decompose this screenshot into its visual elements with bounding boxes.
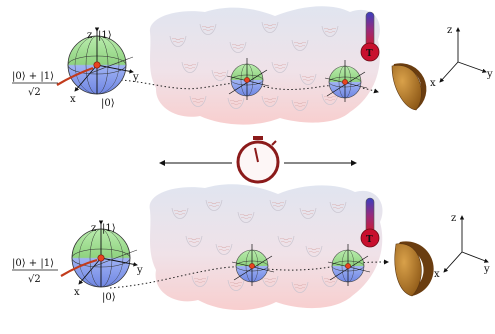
detector-icon [391, 63, 427, 111]
frame-z-label: z [447, 25, 452, 36]
frame-z-label: z [451, 213, 456, 224]
axis-z-label: z [87, 30, 92, 41]
coordinate-frame [443, 215, 489, 273]
ket-zero-label: |0⟩ [102, 292, 116, 303]
stopwatch-icon [236, 136, 280, 184]
panel-bottom: z |1⟩ y x |0⟩ |0⟩ + |1⟩ √2 T z y x [12, 184, 490, 311]
environment-region [149, 6, 380, 125]
axis-z-label: z [91, 223, 96, 234]
state-denominator: √2 [28, 87, 41, 98]
bloch-sphere [60, 220, 138, 288]
state-numerator: |0⟩ + |1⟩ [12, 258, 54, 269]
ket-one-label: |1⟩ [102, 223, 116, 234]
state-numerator: |0⟩ + |1⟩ [12, 71, 54, 82]
coordinate-frame [439, 27, 487, 83]
ket-one-label: |1⟩ [98, 30, 112, 41]
panel-top: z |1⟩ y x |0⟩ |0⟩ + |1⟩ √2 T z y x [12, 6, 493, 125]
axis-y-label: y [136, 265, 143, 276]
axis-x-label: x [70, 94, 76, 105]
environment-region [149, 184, 383, 311]
state-denominator: √2 [28, 274, 41, 285]
frame-y-label: y [483, 264, 490, 275]
qubit-trajectory [104, 79, 379, 94]
frame-y-label: y [486, 69, 493, 80]
thermometer-icon: T [360, 197, 380, 248]
axis-x-label: x [74, 287, 80, 298]
frame-x-label: x [430, 78, 436, 89]
frame-x-label: x [434, 269, 440, 280]
thermometer-label: T [366, 235, 373, 245]
axis-y-label: y [132, 72, 139, 83]
thermometer-label: T [366, 49, 373, 59]
detector-icon [394, 241, 434, 297]
time-indicator [159, 136, 357, 184]
thermometer-icon: T [360, 11, 380, 62]
ket-zero-label: |0⟩ [101, 98, 115, 109]
bloch-sphere [56, 27, 134, 95]
